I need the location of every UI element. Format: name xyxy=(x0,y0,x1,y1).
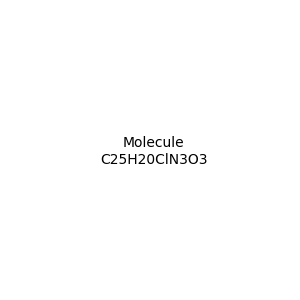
Text: Molecule
C25H20ClN3O3: Molecule C25H20ClN3O3 xyxy=(100,136,208,166)
